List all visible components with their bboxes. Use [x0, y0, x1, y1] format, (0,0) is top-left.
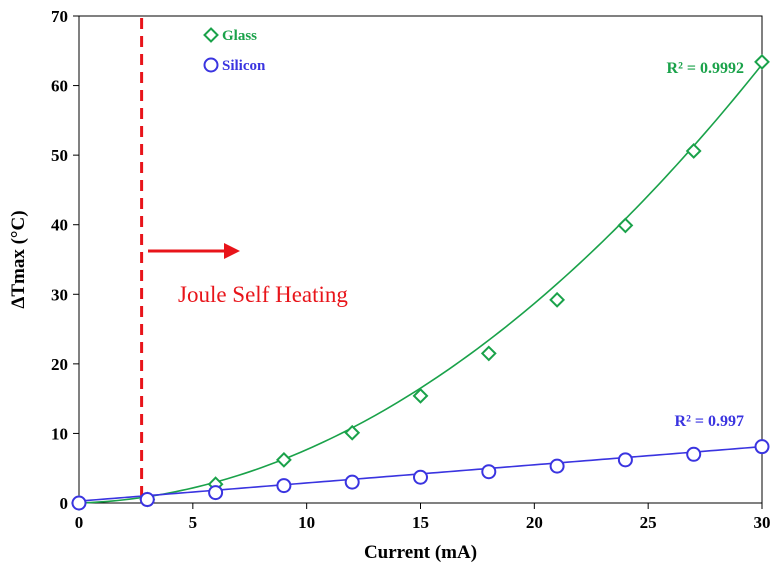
r2-silicon: R² = 0.997: [675, 413, 744, 430]
legend-marker-glass: [203, 27, 219, 43]
data-point-glass: [549, 291, 566, 308]
data-point-silicon: [344, 474, 360, 490]
x-axis-title: Current (mA): [364, 542, 477, 563]
data-point-silicon: [617, 452, 633, 468]
y-tick-label: 60: [51, 77, 68, 96]
joule-self-heating-label: Joule Self Heating: [178, 282, 348, 307]
data-point-glass: [617, 217, 634, 234]
plot-area-border: [78, 15, 763, 504]
data-point-glass: [685, 143, 702, 159]
legend-marker-silicon: [203, 57, 219, 73]
arrow-head: [224, 243, 240, 259]
data-point-silicon: [413, 469, 428, 485]
legend-item-silicon: [203, 57, 219, 73]
data-point-silicon: [754, 439, 770, 455]
data-point-silicon: [481, 464, 497, 480]
y-tick-label: 30: [51, 285, 68, 304]
axes: 0 10 20 30 40 50 60 70 0 5 10 15 20 25 30: [51, 7, 771, 532]
x-tick-label: 0: [75, 513, 84, 532]
joule-arrow: [148, 243, 240, 259]
x-tick-label: 30: [754, 513, 771, 532]
data-point-silicon: [71, 495, 87, 511]
x-tick-label: 25: [640, 513, 657, 532]
legend: Glass Silicon: [203, 27, 266, 74]
data-point-glass: [480, 345, 497, 362]
y-tick-label: 70: [51, 7, 68, 26]
data-point-glass: [412, 387, 429, 404]
data-point-silicon: [686, 446, 702, 462]
data-point-silicon: [208, 485, 224, 501]
data-point-silicon: [139, 492, 155, 508]
data-point-glass: [754, 54, 770, 70]
x-tick-label: 5: [189, 513, 198, 532]
y-tick-label: 40: [51, 216, 68, 235]
legend-label-silicon: Silicon: [222, 58, 266, 74]
y-tick-label: 10: [51, 424, 68, 443]
data-point-silicon: [549, 458, 565, 474]
r2-glass: R² = 0.9992: [667, 60, 744, 77]
data-point-silicon: [276, 478, 292, 494]
data-markers: [71, 54, 770, 511]
x-tick-label: 20: [526, 513, 543, 532]
data-point-glass: [344, 424, 361, 441]
x-tick-label: 15: [412, 513, 429, 532]
y-tick-label: 50: [51, 146, 68, 165]
y-tick-label: 20: [51, 355, 68, 374]
y-axis-title: ΔTmax (°C): [8, 210, 29, 308]
legend-item-glass: [203, 27, 219, 43]
x-tick-label: 10: [298, 513, 315, 532]
data-point-glass: [275, 451, 292, 468]
y-tick-label: 0: [60, 494, 69, 513]
legend-label-glass: Glass: [222, 28, 257, 44]
